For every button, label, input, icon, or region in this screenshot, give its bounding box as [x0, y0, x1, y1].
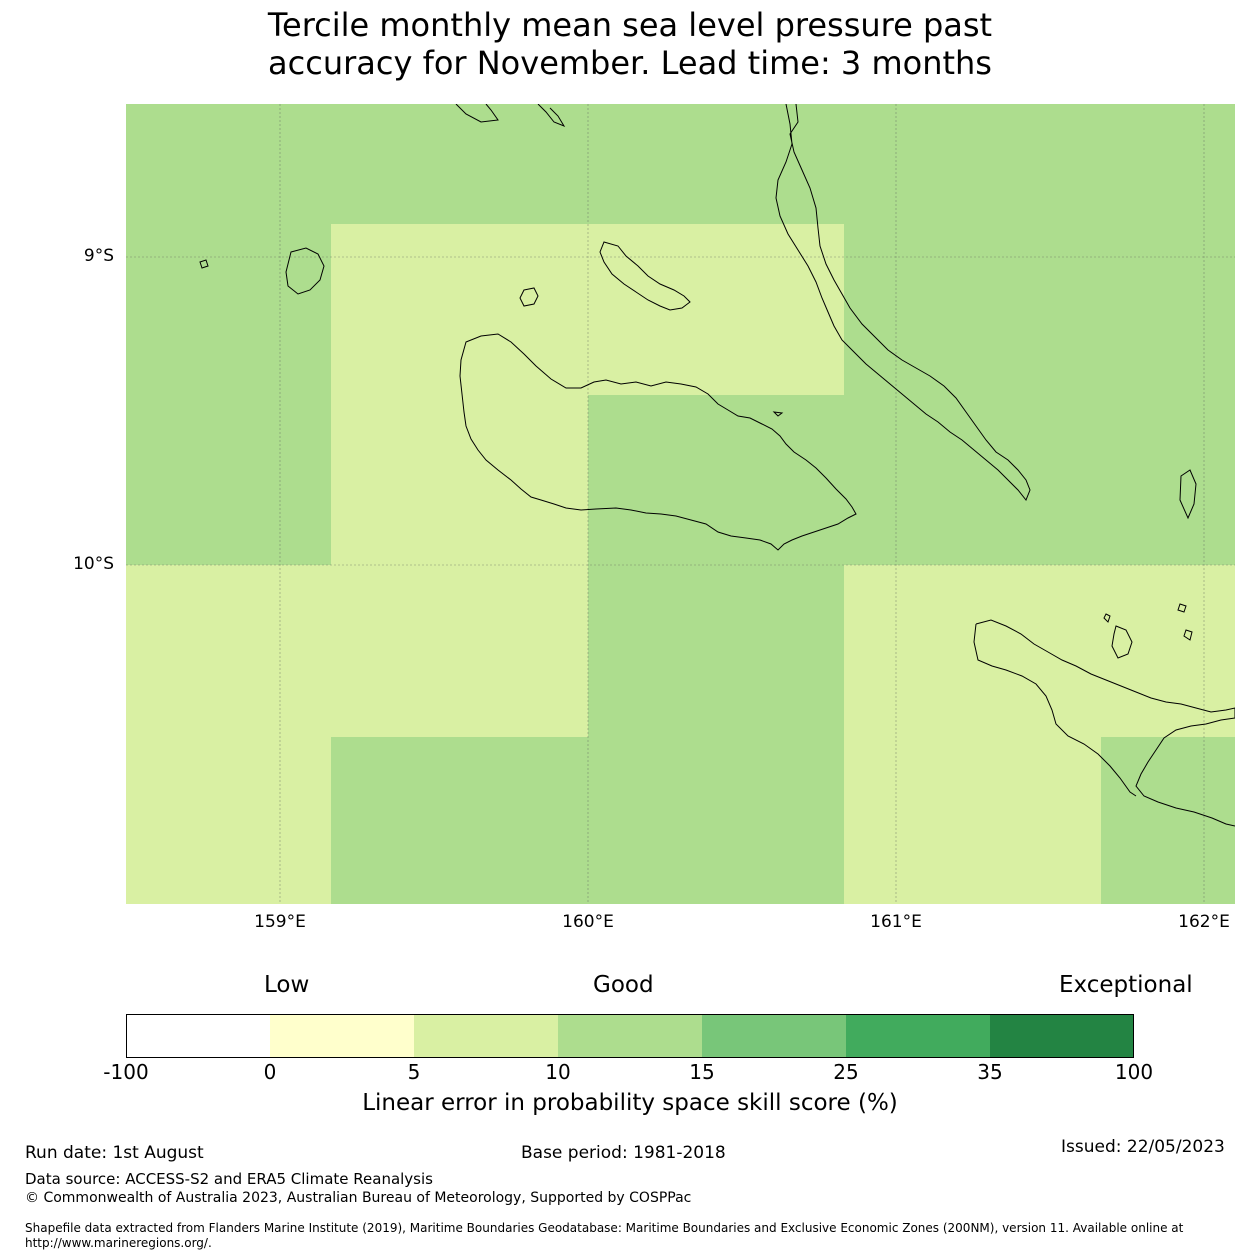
colorbar-tick: 5	[407, 1060, 421, 1084]
colorbar-swatch	[414, 1014, 558, 1058]
colorbar-tick: 10	[545, 1060, 571, 1084]
colorbar-tick: 100	[1114, 1060, 1154, 1084]
colorbar-tick: -100	[103, 1060, 149, 1084]
colorbar-word-low: Low	[264, 972, 310, 998]
skill-map	[126, 104, 1235, 904]
copyright: © Commonwealth of Australia 2023, Austra…	[25, 1190, 692, 1206]
colorbar-tick: 35	[977, 1060, 1003, 1084]
shapefile-credit: Shapefile data extracted from Flanders M…	[25, 1221, 1225, 1251]
lon-label: 160°E	[562, 912, 614, 932]
colorbar-swatch	[990, 1014, 1134, 1058]
colorbar-swatch	[270, 1014, 414, 1058]
shapefile-credit-line-1: Shapefile data extracted from Flanders M…	[25, 1221, 1184, 1235]
coastline-malaita	[775, 104, 1031, 501]
colorbar-tick: 0	[263, 1060, 277, 1084]
skill-cell	[331, 224, 844, 395]
colorbar-swatch	[702, 1014, 846, 1058]
coastline-north-islets	[537, 104, 566, 128]
lat-label: 9°S	[83, 246, 114, 266]
coastline-russell-islands	[285, 247, 325, 295]
coastline-islets-east	[1103, 603, 1193, 641]
title-line-2: accuracy for November. Lead time: 3 mont…	[268, 44, 992, 82]
skill-cell	[844, 565, 1235, 737]
coastline-small-islet	[772, 411, 784, 417]
coastline-savo	[519, 287, 539, 307]
skill-cell	[844, 737, 1101, 904]
shapefile-credit-line-2: http://www.marineregions.org/.	[25, 1236, 212, 1250]
colorbar-swatch	[846, 1014, 990, 1058]
colorbar-swatch	[558, 1014, 702, 1058]
colorbar-swatch	[126, 1014, 270, 1058]
base-period: Base period: 1981-2018	[521, 1143, 726, 1163]
issued-date: Issued: 22/05/2023	[1061, 1137, 1225, 1157]
skill-cell	[126, 565, 588, 737]
skill-cell	[126, 737, 331, 904]
colorbar-tick: 15	[689, 1060, 715, 1084]
title-line-1: Tercile monthly mean sea level pressure …	[267, 6, 993, 44]
coastline-makira	[973, 619, 1235, 827]
data-source: Data source: ACCESS-S2 and ERA5 Climate …	[25, 1170, 433, 1188]
map-canvas	[126, 104, 1235, 904]
coastline-small-east	[1179, 469, 1197, 520]
coastline-north	[455, 104, 499, 123]
skill-cell	[331, 395, 588, 565]
colorbar	[126, 1014, 1134, 1058]
lon-label: 159°E	[254, 912, 306, 932]
coastline-florida-islands	[599, 241, 691, 311]
colorbar-tick: 25	[833, 1060, 859, 1084]
colorbar-label: Linear error in probability space skill …	[362, 1090, 898, 1116]
lat-label: 10°S	[73, 554, 114, 574]
lon-label: 162°E	[1178, 912, 1230, 932]
run-date: Run date: 1st August	[25, 1143, 204, 1163]
coastline-guadalcanal	[459, 333, 857, 551]
coastline-ugi	[1111, 625, 1133, 659]
coastline-islet	[199, 259, 209, 269]
chart-title: Tercile monthly mean sea level pressure …	[0, 6, 1260, 82]
colorbar-word-good: Good	[593, 972, 654, 998]
lon-label: 161°E	[870, 912, 922, 932]
colorbar-word-exceptional: Exceptional	[1059, 972, 1193, 998]
